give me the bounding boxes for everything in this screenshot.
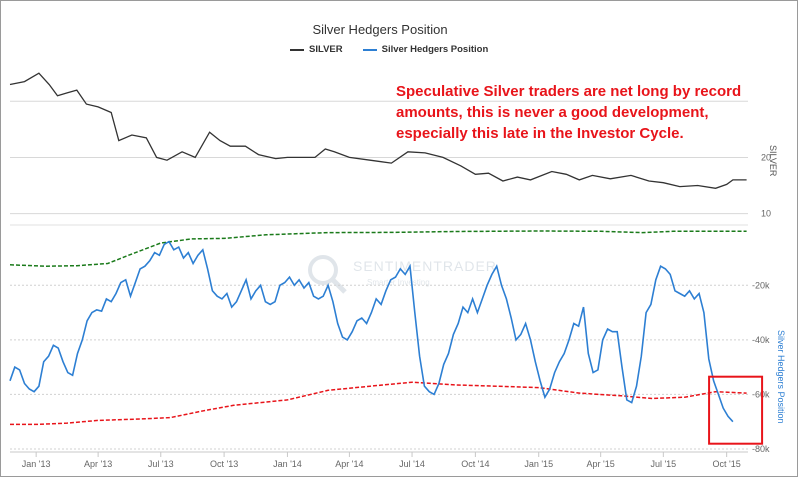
bottom-y-tick-label: -60k: [752, 389, 770, 399]
x-tick-label: Apr '13: [84, 459, 112, 469]
bottom-y-tick-label: -20k: [752, 280, 770, 290]
annotation-text: Speculative Silver traders are net long …: [396, 81, 756, 144]
x-tick-label: Jul '15: [650, 459, 676, 469]
x-tick-label: Oct '15: [713, 459, 741, 469]
top-y-tick-label: 10: [761, 209, 771, 219]
bottom-y-axis-title: Silver Hedgers Position: [776, 330, 786, 424]
x-tick-label: Jul '13: [148, 459, 174, 469]
top-y-axis-title: SILVER: [768, 145, 778, 177]
x-tick-label: Jan '13: [22, 459, 51, 469]
x-tick-label: Apr '14: [335, 459, 363, 469]
upper-band-dashed-line: [10, 231, 747, 266]
x-tick-label: Apr '15: [587, 459, 615, 469]
bottom-y-tick-label: -40k: [752, 335, 770, 345]
highlight-box: [709, 377, 762, 444]
x-tick-label: Oct '14: [461, 459, 489, 469]
x-tick-label: Oct '13: [210, 459, 238, 469]
x-tick-label: Jan '15: [524, 459, 553, 469]
bottom-y-tick-label: -80k: [752, 444, 770, 454]
x-tick-label: Jan '14: [273, 459, 302, 469]
x-tick-label: Jul '14: [399, 459, 425, 469]
